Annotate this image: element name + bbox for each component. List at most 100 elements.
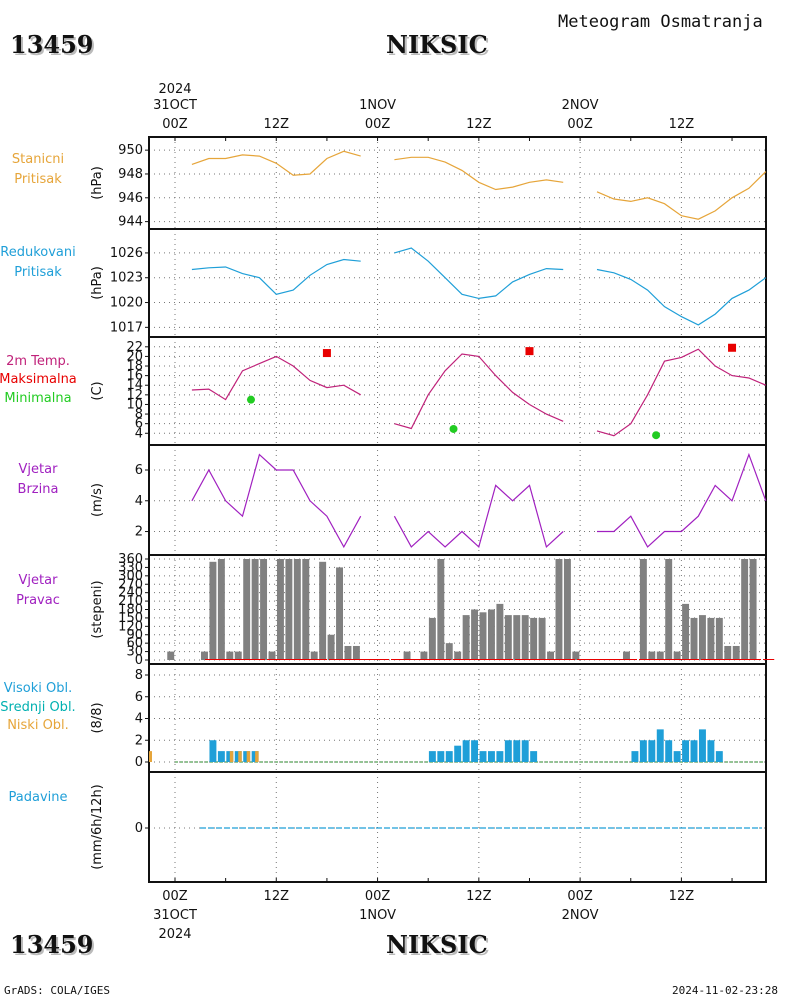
panel-label: Maksimalna xyxy=(0,372,77,387)
cloud-bar xyxy=(690,740,698,762)
y-axis-title: (stepeni) xyxy=(90,580,105,638)
panel-label: Minimalna xyxy=(4,391,71,406)
wind-direction-bar xyxy=(454,651,462,660)
y-tick-label: 944 xyxy=(118,215,143,230)
panel-label: Vjetar xyxy=(19,462,59,477)
credit-text: GrADS: COLA/IGES xyxy=(4,984,110,997)
station-name-top: NIKSIC xyxy=(386,30,488,59)
temperature-series-3 xyxy=(596,348,767,437)
cloud-bar xyxy=(445,751,453,762)
wind-direction-bar xyxy=(656,651,664,660)
station-pressure-series-3 xyxy=(596,171,767,220)
y-tick-label: 10 xyxy=(126,397,143,412)
max-temp-marker xyxy=(728,343,737,352)
y-tick-label: 1020 xyxy=(110,296,143,311)
wind-direction-bar xyxy=(336,567,343,660)
panel-label: 2m Temp. xyxy=(6,354,70,369)
y-axis-title: (mm/6h/12h) xyxy=(90,784,105,870)
panel-label: Redukovani xyxy=(0,245,75,260)
wind-direction-bar xyxy=(521,615,529,660)
cloud-bar xyxy=(631,751,639,762)
wind-direction-bar xyxy=(648,651,656,660)
top-hour-label: 12Z xyxy=(264,117,290,132)
cloud-bar xyxy=(639,740,647,762)
min-temp-marker xyxy=(449,424,458,433)
y-tick-label: 2 xyxy=(135,525,143,540)
wind-direction-bar xyxy=(563,559,571,660)
top-hour-label: 12Z xyxy=(669,117,695,132)
y-tick-label: 0 xyxy=(135,653,143,668)
cloud-bar xyxy=(521,740,529,762)
bottom-date-label: 1NOV xyxy=(359,908,396,923)
cloud-bar xyxy=(217,751,225,762)
y-axis-title: (hPa) xyxy=(90,166,105,200)
y-tick-label: 120 xyxy=(118,619,143,634)
wind-direction-bar xyxy=(471,609,479,660)
cloud-bar xyxy=(471,740,479,762)
wind-direction-bar xyxy=(310,651,318,660)
panel-label: Pritisak xyxy=(14,172,62,187)
bottom-year-label: 2024 xyxy=(158,927,191,942)
y-tick-label: 14 xyxy=(126,378,143,393)
wind-direction-bar xyxy=(504,615,512,660)
cloud-bar xyxy=(665,740,673,762)
top-date-label: 2NOV xyxy=(562,98,599,113)
wind-direction-bar xyxy=(327,634,335,660)
wind-direction-bar xyxy=(352,645,360,660)
reduced-pressure-series-1 xyxy=(191,258,361,295)
wind-direction-bar xyxy=(293,559,301,660)
bottom-hour-label: 00Z xyxy=(162,889,188,904)
cloud-bar xyxy=(229,751,234,762)
cloud-bar xyxy=(682,740,690,762)
top-date-label: 31OCT xyxy=(153,98,197,113)
wind-direction-bar xyxy=(268,651,276,660)
cloud-bar xyxy=(428,751,436,762)
wind-direction-bar xyxy=(234,651,242,660)
wind-direction-bar xyxy=(319,561,327,660)
wind-direction-bar xyxy=(285,559,293,660)
bottom-hour-label: 12Z xyxy=(669,889,695,904)
wind-direction-bar xyxy=(201,651,208,660)
y-tick-label: 210 xyxy=(118,594,143,609)
wind-direction-bar xyxy=(217,559,225,660)
wind-direction-bar xyxy=(260,559,268,660)
wind-direction-bar xyxy=(403,651,411,660)
y-tick-label: 22 xyxy=(126,340,143,355)
top-hour-label: 00Z xyxy=(365,117,391,132)
cloud-bar xyxy=(698,729,706,762)
station-name-bottom: NIKSIC xyxy=(386,930,488,959)
wind-direction-bar xyxy=(420,651,428,660)
panel-label: Niski Obl. xyxy=(7,718,69,733)
temperature-series-2 xyxy=(394,353,564,430)
cloud-bar xyxy=(673,751,681,762)
bottom-hour-label: 12Z xyxy=(264,889,290,904)
wind-direction-bar xyxy=(251,559,259,660)
y-tick-label: 18 xyxy=(126,359,143,374)
wind-direction-bar xyxy=(715,617,723,660)
y-tick-label: 0 xyxy=(135,755,143,770)
y-tick-label: 8 xyxy=(135,407,143,422)
bottom-hour-label: 00Z xyxy=(567,889,593,904)
wind-direction-bar xyxy=(682,603,690,660)
top-hour-label: 12Z xyxy=(466,117,492,132)
top-hour-label: 00Z xyxy=(567,117,593,132)
wind-direction-bar xyxy=(555,559,563,660)
panel-frame xyxy=(148,136,767,230)
wind-direction-bar xyxy=(487,609,495,660)
wind-direction-bar xyxy=(749,559,757,660)
station-pressure-series-1 xyxy=(191,150,361,176)
wind-direction-bar xyxy=(496,603,504,660)
wind-direction-bar xyxy=(302,559,310,660)
y-tick-label: 360 xyxy=(118,552,143,567)
panel-label: Vjetar xyxy=(19,573,59,588)
y-tick-label: 950 xyxy=(118,143,143,158)
cloud-bar xyxy=(479,751,487,762)
cloud-bar xyxy=(437,751,445,762)
wind-direction-bar xyxy=(513,615,521,660)
y-tick-label: 946 xyxy=(118,191,143,206)
y-tick-label: 6 xyxy=(135,417,143,432)
y-tick-label: 330 xyxy=(118,560,143,575)
y-tick-label: 180 xyxy=(118,603,143,618)
cloud-bar xyxy=(513,740,521,762)
wind-speed-series-1 xyxy=(191,453,362,549)
